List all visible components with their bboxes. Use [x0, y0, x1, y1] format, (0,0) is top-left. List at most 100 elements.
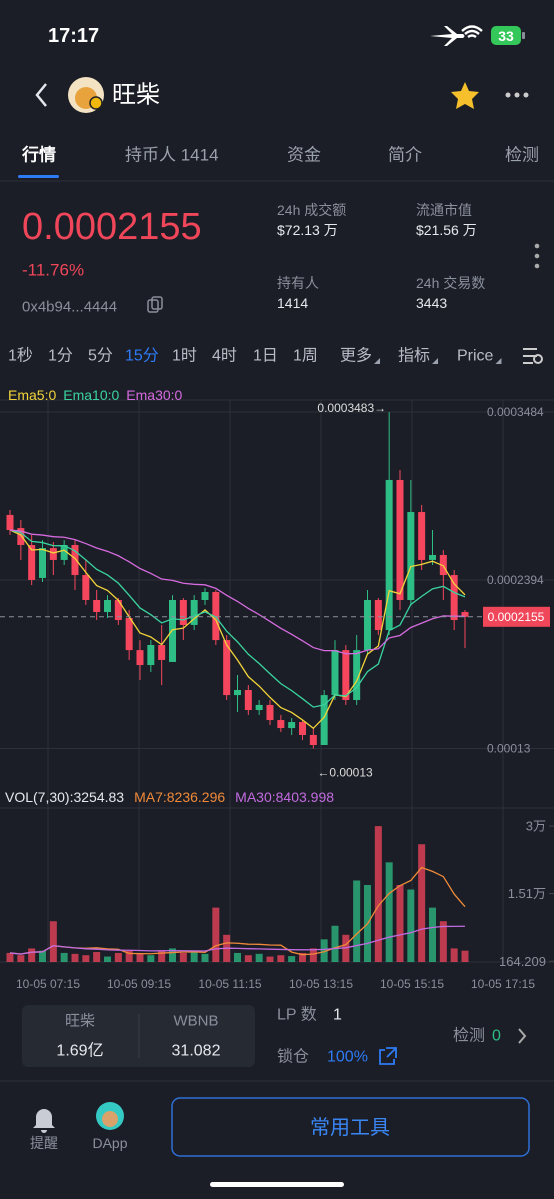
chevron[interactable] [518, 1028, 527, 1044]
lp-label: LP 数 [277, 1006, 317, 1024]
volume-bar [39, 950, 46, 962]
candle-body [223, 640, 231, 696]
nav-label[interactable]: 提醒 [30, 1135, 58, 1151]
volume-bar [125, 950, 133, 962]
candle-body [39, 548, 46, 578]
check-value[interactable]: 0 [492, 1028, 501, 1045]
interval[interactable]: 1周 [293, 348, 318, 365]
candle-body [385, 479, 393, 631]
nav-label[interactable]: DApp [92, 1135, 127, 1151]
check-label[interactable]: 检测 [453, 1027, 485, 1045]
volume-bar [136, 953, 144, 962]
tab[interactable]: 持币人 1414 [125, 146, 219, 165]
candle-body [439, 555, 447, 576]
candle-body [104, 600, 111, 613]
volume-bar [49, 921, 57, 962]
x-tick-label: 10-05 15:15 [380, 977, 444, 991]
candle-body [17, 528, 25, 545]
stat-label: 24h 交易数 [416, 275, 485, 291]
volume-bar [158, 950, 166, 962]
airplane-icon [430, 26, 465, 46]
candle-body [288, 722, 296, 729]
interval[interactable]: Price [457, 348, 494, 365]
volume-bar [439, 921, 447, 962]
volume-bar [374, 826, 382, 962]
dapp-icon-face [102, 1111, 118, 1127]
tab-indicator [18, 175, 59, 178]
volume-bar [418, 844, 426, 962]
candle-body [114, 600, 122, 621]
lp-value: 1 [333, 1007, 342, 1024]
lock-value[interactable]: 100% [327, 1049, 368, 1066]
pair-name: WBNB [174, 1013, 219, 1030]
candle-body [201, 591, 209, 601]
candle-body [418, 512, 426, 560]
tab[interactable]: 简介 [388, 146, 422, 165]
candle-body [255, 704, 263, 711]
interval[interactable]: 1秒 [8, 347, 33, 365]
more-menu[interactable] [505, 92, 529, 98]
volume-bar [320, 939, 328, 962]
volume-bar [71, 953, 79, 962]
candle-body [212, 591, 220, 641]
volume-legend-entry: MA30:8403.998 [235, 789, 334, 805]
interval[interactable]: 1日 [253, 348, 278, 365]
favorite-star[interactable] [451, 82, 479, 109]
volume-bar [396, 885, 404, 962]
volume-bar [82, 955, 90, 962]
interval[interactable]: 15分 [125, 347, 159, 365]
bell-icon[interactable] [33, 1109, 55, 1133]
candle-body [353, 650, 361, 701]
candle-body [342, 650, 350, 701]
tools-button[interactable] [171, 1097, 530, 1157]
contract-address: 0x4b94...4444 [22, 299, 117, 316]
interval[interactable]: 更多 [340, 347, 372, 365]
tab[interactable]: 行情 [21, 145, 56, 165]
y-tick-label: 0.0003484 [487, 405, 544, 419]
stat-value: 1414 [277, 295, 308, 311]
candle-body [6, 514, 14, 531]
candle-body [407, 512, 415, 601]
tab[interactable]: 检测 [505, 146, 539, 165]
interval[interactable]: 1时 [172, 347, 197, 365]
volume-bar [179, 952, 187, 962]
candle-body [266, 704, 274, 721]
volume-tick-label: 3万 [526, 819, 546, 834]
interval[interactable]: 指标 [398, 347, 430, 365]
volume-bar [461, 950, 469, 962]
candle-body [309, 734, 317, 746]
volume-tick-label: 1.51万 [508, 886, 546, 901]
x-tick-label: 10-05 13:15 [289, 977, 353, 991]
candle-body [234, 689, 241, 696]
dropdown-triangle [374, 358, 381, 364]
ema-line [9, 529, 466, 708]
candle-body [244, 689, 252, 711]
copy-icon[interactable] [147, 296, 163, 313]
tab[interactable]: 资金 [287, 146, 321, 165]
volume-bar [60, 952, 68, 962]
current-price-label: 0.0002155 [488, 610, 545, 624]
intervals: 1秒 1分 5分 15分 1时 4时 1日 1周 更多 指标 Price [8, 347, 502, 365]
dropdown-triangle [495, 358, 502, 364]
back-button[interactable] [35, 83, 47, 107]
candle-body [147, 645, 155, 666]
legend-entry: Ema5:0 [8, 387, 56, 403]
volume-bar [407, 889, 415, 962]
dropdown-triangle [432, 358, 439, 364]
volume-bar [6, 952, 14, 962]
chart-settings[interactable] [523, 348, 543, 364]
candle-body [299, 722, 306, 735]
external-link-icon[interactable] [379, 1047, 397, 1065]
interval[interactable]: 4时 [212, 347, 237, 365]
tools-button-label[interactable]: 常用工具 [310, 1116, 390, 1139]
stats-menu[interactable] [534, 243, 540, 269]
interval[interactable]: 5分 [88, 347, 113, 365]
volume-bar [255, 953, 263, 962]
max-annotation: 0.0003483→ [317, 401, 386, 415]
interval[interactable]: 1分 [48, 347, 73, 365]
volume-bar [104, 956, 111, 962]
volume-bar [28, 948, 36, 962]
